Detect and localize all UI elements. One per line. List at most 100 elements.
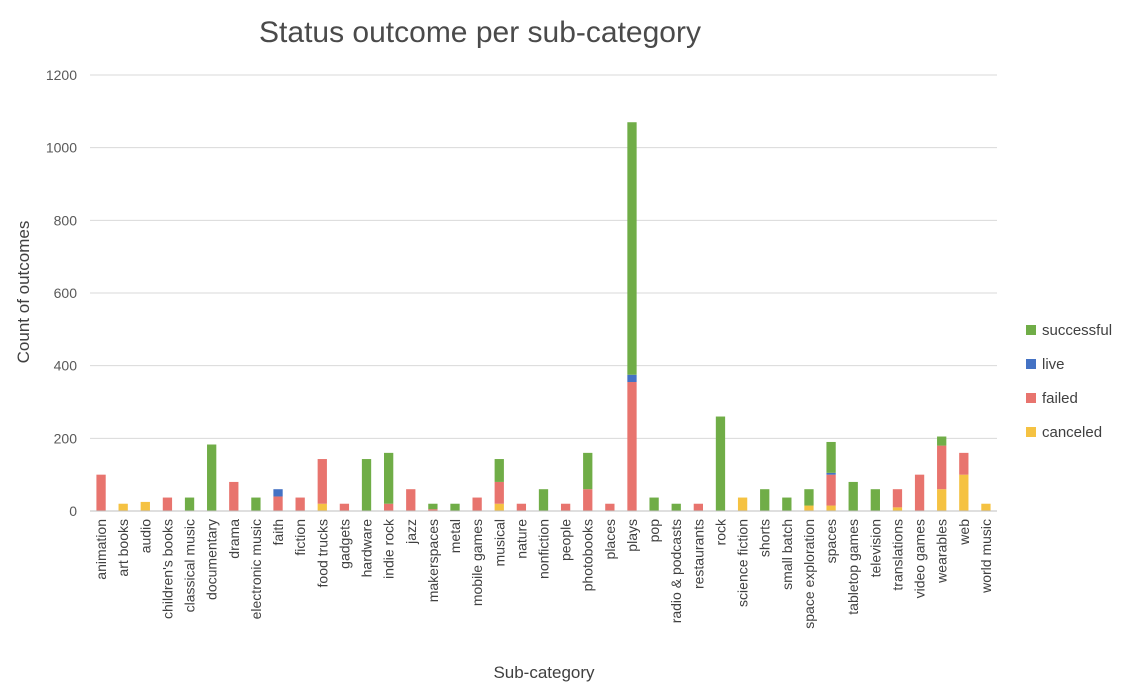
legend: successful live failed canceled <box>1026 322 1112 441</box>
bar-segment-failed <box>627 382 637 511</box>
legend-swatch-successful <box>1026 325 1036 335</box>
legend-label-successful: successful <box>1042 322 1112 339</box>
x-category-label: indie rock <box>381 518 397 579</box>
x-category-label: metal <box>447 519 463 553</box>
x-category-label: jazz <box>403 519 419 545</box>
bar-segment-failed <box>826 474 836 506</box>
y-axis-ticks: 0 200 400 600 800 1000 1200 <box>46 67 77 519</box>
bar-segment-failed <box>583 489 593 511</box>
y-tick-label: 1000 <box>46 140 77 156</box>
x-category-label: tabletop games <box>845 519 861 615</box>
bar-segment-failed <box>317 459 327 504</box>
legend-swatch-canceled <box>1026 427 1036 437</box>
bar-segment-failed <box>472 497 482 511</box>
bar-segment-failed <box>494 481 504 504</box>
x-category-label: wearables <box>934 519 950 584</box>
x-category-label: places <box>602 519 618 559</box>
bar-segment-canceled <box>494 503 504 511</box>
bar-segment-failed <box>937 445 947 490</box>
bar-segment-failed <box>914 474 925 511</box>
bar-segment-canceled <box>826 505 836 511</box>
bar-segment-successful <box>649 497 659 511</box>
bar-segment-failed <box>295 497 305 511</box>
x-category-label: documentary <box>204 519 220 600</box>
bar-segment-successful <box>494 459 504 482</box>
x-category-label: science fiction <box>735 519 751 607</box>
bar-segment-successful <box>848 481 858 511</box>
y-tick-label: 400 <box>54 358 78 374</box>
x-category-label: musical <box>491 519 507 566</box>
x-category-label: web <box>956 519 972 546</box>
x-category-label: world music <box>978 519 994 594</box>
bar-segment-successful <box>804 489 814 506</box>
x-category-label: children's books <box>159 519 175 619</box>
bar-segment-successful <box>428 503 438 510</box>
bar-segment-successful <box>760 489 770 511</box>
bar-segment-live <box>273 489 283 497</box>
bar-segment-failed <box>516 503 527 511</box>
bar-segment-failed <box>693 503 703 511</box>
bar-segment-failed <box>560 503 571 511</box>
y-tick-label: 800 <box>54 212 78 228</box>
bar-segment-failed <box>406 489 416 511</box>
x-category-label: television <box>867 519 883 577</box>
legend-swatch-live <box>1026 359 1036 369</box>
y-tick-label: 200 <box>54 430 78 446</box>
x-category-label: audio <box>137 519 153 553</box>
bar-segment-successful <box>782 497 792 511</box>
x-axis-categories: animation art books audio children's books c… <box>93 518 994 629</box>
bar-segment-canceled <box>937 489 947 511</box>
chart-title: Status outcome per sub-category <box>259 16 701 49</box>
y-tick-label: 1200 <box>46 67 77 83</box>
bar-segment-canceled <box>118 503 128 511</box>
bar-segment-failed <box>229 481 239 511</box>
x-category-label: animation <box>93 519 109 580</box>
bar-segment-successful <box>251 497 261 511</box>
x-category-label: translations <box>889 519 905 591</box>
bar-segment-canceled <box>959 474 969 511</box>
x-category-label: nonfiction <box>536 519 552 579</box>
legend-swatch-failed <box>1026 393 1036 403</box>
bar-segment-successful <box>627 122 637 375</box>
x-category-label: plays <box>624 519 640 552</box>
x-axis-title: Sub-category <box>493 663 595 682</box>
x-category-label: hardware <box>359 519 375 578</box>
x-category-label: fiction <box>292 519 308 556</box>
bar-segment-live <box>826 472 836 475</box>
x-category-label: mobile games <box>469 519 485 606</box>
bar-segment-canceled <box>804 505 814 511</box>
x-category-label: photobooks <box>580 519 596 591</box>
legend-label-live: live <box>1042 356 1065 373</box>
legend-label-failed: failed <box>1042 390 1078 407</box>
x-category-label: video games <box>912 519 928 598</box>
x-category-label: people <box>558 519 574 561</box>
bar-segment-successful <box>361 459 372 511</box>
x-category-label: electronic music <box>248 519 264 619</box>
y-tick-label: 600 <box>54 285 78 301</box>
bar-segment-successful <box>583 452 593 490</box>
x-category-label: rock <box>712 518 728 545</box>
x-category-label: drama <box>226 519 242 559</box>
bar-segment-failed <box>605 503 615 511</box>
bar-segment-failed <box>959 452 969 475</box>
bar-segment-failed <box>96 474 106 511</box>
x-category-label: radio & podcasts <box>668 519 684 623</box>
gridlines <box>90 74 997 439</box>
bar-segment-successful <box>715 416 726 511</box>
bar-segment-successful <box>671 503 681 511</box>
legend-label-canceled: canceled <box>1042 424 1102 441</box>
bars <box>96 122 991 511</box>
x-category-label: makerspaces <box>425 519 441 602</box>
bar-segment-failed <box>384 503 394 511</box>
x-category-label: pop <box>646 519 662 543</box>
x-category-label: restaurants <box>690 519 706 589</box>
bar-segment-canceled <box>892 507 903 511</box>
x-category-label: classical music <box>182 519 198 612</box>
x-category-label: faith <box>270 519 286 545</box>
bar-segment-successful <box>384 452 394 504</box>
bar-segment-canceled <box>317 503 327 511</box>
bar-segment-successful <box>207 444 217 511</box>
bar-segment-successful <box>826 441 836 473</box>
bar-segment-successful <box>937 436 947 446</box>
